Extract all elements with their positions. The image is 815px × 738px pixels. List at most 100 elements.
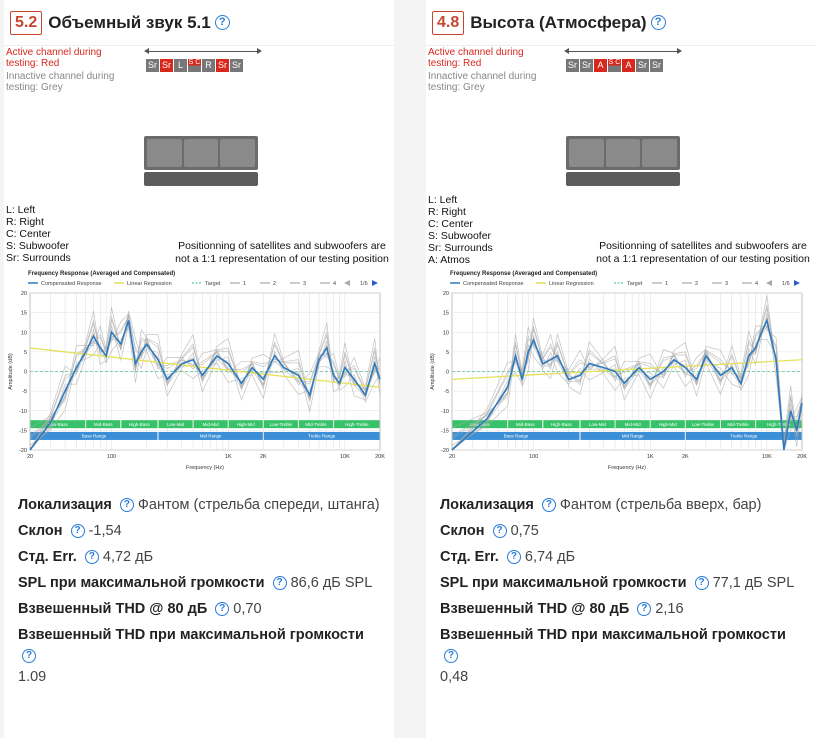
measurement-line	[29, 313, 381, 429]
legend-label: Target	[627, 281, 643, 287]
x-tick-label: 2K	[260, 454, 267, 460]
x-tick-label: 2K	[682, 454, 689, 460]
help-icon[interactable]: ?	[119, 498, 134, 513]
measurement-line	[451, 295, 803, 451]
speaker-cell: A	[594, 59, 607, 72]
help-icon[interactable]: ?	[22, 649, 36, 664]
metric-label: Склон	[18, 523, 63, 539]
compensated-response-line	[29, 320, 381, 451]
band-box	[650, 420, 685, 429]
band-label: Low-Treble	[270, 422, 293, 427]
speaker-cell: Sr	[146, 59, 159, 72]
metric-value: Фантом (стрельба спереди, штанга)	[137, 497, 380, 513]
band-box	[685, 431, 802, 440]
x-tick-label: 100	[107, 454, 116, 460]
help-icon[interactable]: ?	[650, 15, 666, 30]
help-icon[interactable]: ?	[214, 15, 230, 30]
metric-std-err: Стд. Err. ? 6,74 дБ	[440, 547, 801, 568]
help-icon[interactable]: ?	[84, 550, 99, 565]
metric-thd-max: Взвешенный THD при максимальной громкост…	[440, 625, 801, 688]
active-channel-legend: Active channel during testing: Red	[6, 47, 102, 69]
band-box	[263, 431, 380, 440]
metric-label: Взвешенный THD при максимальной громкост…	[440, 627, 786, 643]
abbreviation: C: Center	[428, 218, 473, 230]
speaker-strip: Sr Sr A S C A Sr Sr	[566, 59, 663, 72]
speaker-setup: Active channel during testing: Red Innac…	[4, 46, 394, 268]
metric-label: Стд. Err.	[440, 549, 499, 565]
band-box	[86, 420, 121, 429]
metric-slope: Склон ? 0,75	[440, 521, 801, 542]
metric-localization: Локализация ? Фантом (стрельба вверх, бар…	[440, 495, 801, 516]
legend-label: 2	[695, 281, 698, 287]
y-tick-label: 5	[24, 350, 27, 356]
card-title: Объемный звук 5.1	[48, 12, 211, 32]
band-label: Bass Range	[82, 434, 107, 439]
y-tick-label: 10	[443, 330, 449, 336]
help-icon[interactable]: ?	[637, 602, 652, 617]
speaker-cell: S C	[608, 59, 621, 72]
band-label: Low-Mid	[167, 422, 185, 427]
help-icon[interactable]: ?	[694, 576, 709, 591]
help-icon[interactable]: ?	[70, 524, 85, 539]
measurement-line	[451, 304, 803, 451]
abbreviation: R: Right	[428, 206, 466, 218]
band-label: Mid-Treble	[305, 422, 327, 427]
frequency-response-chart: Frequency Response (Averaged and Compens…	[4, 268, 394, 481]
band-box	[158, 431, 263, 440]
positioning-note: Positionning of satellites and subwoofer…	[175, 240, 389, 265]
test-card-height: 4.8 Высота (Атмосфера) ? Active channel …	[426, 0, 815, 738]
metric-value: 6,74 дБ	[524, 549, 576, 565]
band-label: High-Mid	[659, 422, 678, 427]
y-tick-label: 15	[21, 311, 27, 317]
help-icon[interactable]: ?	[492, 524, 507, 539]
y-tick-label: -15	[19, 428, 27, 434]
metrics-list: Локализация ? Фантом (стрельба вверх, бар…	[426, 481, 815, 688]
measurement-line	[29, 326, 381, 446]
band-label: Mid-Treble	[727, 422, 749, 427]
y-tick-label: 0	[24, 370, 27, 376]
band-label: High-Treble	[345, 422, 369, 427]
help-icon[interactable]: ?	[272, 576, 287, 591]
x-tick-label: 20	[27, 454, 33, 460]
abbreviation: S: Subwoofer	[6, 240, 70, 252]
card-title: Высота (Атмосфера)	[470, 12, 647, 32]
help-icon[interactable]: ?	[541, 498, 556, 513]
band-label: Bass Range	[504, 434, 529, 439]
band-box	[508, 420, 543, 429]
abbreviation-list: L: Left R: Right C: Center S: Subwoofer …	[428, 194, 493, 266]
y-tick-label: 10	[21, 330, 27, 336]
legend-label: 3	[303, 281, 306, 287]
band-box	[158, 420, 193, 429]
band-label: High-Bass	[129, 422, 151, 427]
help-icon[interactable]: ?	[444, 649, 458, 664]
y-tick-label: 0	[446, 370, 449, 376]
x-axis-label: Frequency (Hz)	[608, 465, 646, 471]
x-tick-label: 10K	[762, 454, 772, 460]
band-box	[452, 431, 580, 440]
chart-svg: Frequency Response (Averaged and Compens…	[430, 271, 807, 471]
chart-title: Frequency Response (Averaged and Compens…	[28, 271, 175, 277]
positioning-note: Positionning of satellites and subwoofer…	[596, 240, 810, 265]
sofa-icon	[144, 136, 258, 186]
y-tick-label: -20	[441, 448, 449, 454]
inactive-channel-legend: Innactive channel during testing: Grey	[428, 71, 537, 93]
x-tick-label: 20K	[375, 454, 385, 460]
abbreviation: L: Left	[6, 204, 36, 216]
y-tick-label: -10	[441, 409, 449, 415]
metric-thd-80: Взвешенный THD @ 80 дБ ? 2,16	[440, 599, 801, 620]
abbreviation-list: L: Left R: Right C: Center S: Subwoofer …	[6, 204, 71, 264]
band-box	[263, 420, 298, 429]
card-header: 4.8 Высота (Атмосфера) ?	[426, 0, 815, 46]
help-icon[interactable]: ?	[215, 602, 230, 617]
metric-label: Взвешенный THD @ 80 дБ	[18, 601, 208, 617]
speaker-cell: S C	[188, 59, 201, 72]
x-axis-label: Frequency (Hz)	[186, 465, 224, 471]
legend-label: 4	[755, 281, 758, 287]
help-icon[interactable]: ?	[506, 550, 521, 565]
metric-value: 2,16	[655, 601, 684, 617]
abbreviation: C: Center	[6, 228, 51, 240]
metric-label: Локализация	[440, 497, 534, 513]
metric-value: 86,6 дБ SPL	[290, 575, 373, 591]
measurement-line	[29, 315, 381, 437]
speaker-setup: Active channel during testing: Red Innac…	[426, 46, 815, 268]
